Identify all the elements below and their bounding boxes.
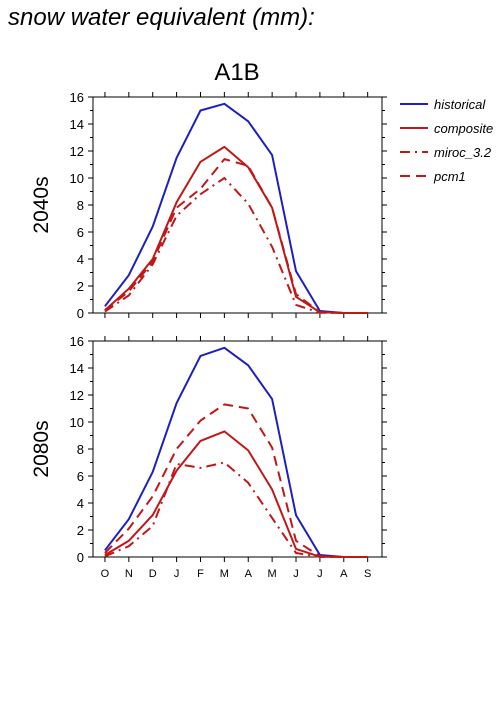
x-tick-label: N	[125, 568, 133, 580]
legend: historical composite miroc_3.2 pcm1	[400, 97, 493, 184]
y-tick-label: 4	[77, 496, 84, 511]
series-line-miroc-3-2	[104, 461, 368, 558]
series-line-pcm1	[104, 403, 368, 558]
series-line-composite	[104, 430, 368, 558]
y-tick-label: 0	[77, 550, 84, 565]
y-tick-label: 2	[77, 523, 84, 538]
series-line-composite	[104, 145, 368, 314]
chart-panel-1: 0 2 4 6 8 10 12 14 16 2040s	[30, 90, 387, 321]
chart-panel-2: 0 2 4 6 8 10 12 14 16 O N D J F M A M J J A S 2080s	[30, 334, 387, 580]
y-tick-label: 16	[70, 90, 84, 105]
legend-label: miroc_3.2	[434, 145, 492, 160]
y-tick-label: 2	[77, 279, 84, 294]
series-line-pcm1	[104, 158, 368, 314]
legend-entry: historical	[400, 97, 486, 112]
y-tick-label: 16	[70, 334, 84, 349]
x-tick-label: J	[317, 568, 323, 580]
x-tick-label: M	[220, 568, 229, 580]
y-tick-label: 10	[70, 171, 84, 186]
y-tick-label: 12	[70, 144, 84, 159]
y-tick-label: 6	[77, 469, 84, 484]
x-tick-label: J	[293, 568, 299, 580]
x-tick-label: O	[101, 568, 110, 580]
series-line-historical	[104, 346, 368, 558]
y-tick-label: 8	[77, 442, 84, 457]
x-tick-label: M	[268, 568, 277, 580]
legend-label: composite	[434, 121, 493, 136]
x-tick-label: F	[197, 568, 204, 580]
legend-entry: pcm1	[400, 169, 466, 184]
y-tick-label: 10	[70, 415, 84, 430]
y-tick-label: 4	[77, 252, 84, 267]
plot-frame	[92, 340, 383, 558]
y-tick-label: 12	[70, 388, 84, 403]
y-axis-label: 2080s	[30, 420, 53, 477]
y-tick-label: 6	[77, 225, 84, 240]
legend-entry: composite	[400, 121, 493, 136]
x-tick-label: D	[149, 568, 157, 580]
y-tick-label: 0	[77, 306, 84, 321]
legend-label: historical	[434, 97, 486, 112]
legend-label: pcm1	[433, 169, 466, 184]
x-tick-label: S	[364, 568, 371, 580]
y-tick-label: 8	[77, 198, 84, 213]
legend-entry: miroc_3.2	[400, 145, 492, 160]
scenario-title: A1B	[214, 59, 259, 86]
x-tick-label: A	[340, 568, 348, 580]
y-tick-label: 14	[70, 117, 84, 132]
y-axis-label: 2040s	[30, 176, 53, 233]
figure-title: snow water equivalent (mm):	[8, 4, 315, 31]
x-tick-label: A	[245, 568, 253, 580]
series-line-historical	[104, 102, 368, 314]
x-tick-label: J	[174, 568, 180, 580]
y-tick-label: 14	[70, 361, 84, 376]
